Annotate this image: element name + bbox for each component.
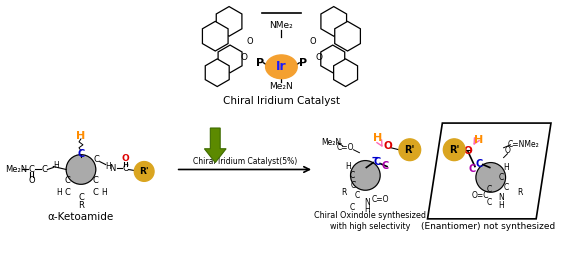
Text: N: N bbox=[109, 164, 116, 173]
Text: O: O bbox=[504, 146, 511, 155]
Text: Chiral Oxindole synthesized
with high selectivity: Chiral Oxindole synthesized with high se… bbox=[314, 211, 426, 231]
Polygon shape bbox=[218, 45, 242, 73]
Text: C: C bbox=[504, 183, 509, 192]
Text: C: C bbox=[373, 157, 381, 167]
Text: O: O bbox=[246, 37, 253, 46]
Text: C: C bbox=[381, 160, 389, 171]
Polygon shape bbox=[321, 6, 347, 36]
Text: C: C bbox=[486, 198, 491, 207]
Text: H: H bbox=[106, 162, 112, 171]
Polygon shape bbox=[216, 6, 242, 36]
Circle shape bbox=[135, 162, 154, 181]
Text: O: O bbox=[310, 37, 316, 46]
Text: C: C bbox=[64, 176, 70, 185]
Text: C: C bbox=[499, 173, 504, 182]
Circle shape bbox=[351, 160, 380, 190]
Text: C: C bbox=[350, 203, 355, 212]
Polygon shape bbox=[428, 123, 551, 219]
Text: O: O bbox=[121, 154, 129, 163]
Text: R: R bbox=[78, 200, 84, 209]
Polygon shape bbox=[321, 45, 345, 73]
Circle shape bbox=[399, 139, 421, 160]
Text: C: C bbox=[351, 181, 356, 190]
Text: O: O bbox=[241, 53, 247, 62]
Polygon shape bbox=[333, 59, 357, 86]
Text: R': R' bbox=[449, 145, 459, 155]
Text: H: H bbox=[101, 188, 107, 197]
Polygon shape bbox=[335, 21, 360, 51]
Text: NMe₂: NMe₂ bbox=[270, 21, 294, 30]
Text: (Enantiomer) not synthesized: (Enantiomer) not synthesized bbox=[421, 222, 555, 231]
FancyArrow shape bbox=[205, 128, 226, 163]
Text: C=NMe₂: C=NMe₂ bbox=[507, 140, 539, 149]
Text: C: C bbox=[64, 188, 70, 197]
Text: C: C bbox=[123, 164, 128, 173]
Text: H: H bbox=[364, 205, 370, 214]
Text: C=O: C=O bbox=[372, 195, 389, 204]
Text: N: N bbox=[364, 198, 370, 207]
Text: O: O bbox=[384, 141, 392, 151]
Text: C: C bbox=[93, 176, 99, 185]
Text: C: C bbox=[42, 165, 47, 174]
Circle shape bbox=[66, 155, 96, 184]
Text: α-Ketoamide: α-Ketoamide bbox=[48, 212, 114, 222]
Text: O: O bbox=[315, 53, 323, 62]
Text: H: H bbox=[345, 162, 352, 171]
Text: Me₂N: Me₂N bbox=[270, 82, 294, 91]
Text: C: C bbox=[350, 171, 355, 180]
Circle shape bbox=[443, 139, 465, 160]
Text: P: P bbox=[255, 58, 264, 68]
Text: H: H bbox=[54, 161, 59, 170]
Text: R': R' bbox=[405, 145, 415, 155]
Text: R: R bbox=[341, 188, 347, 197]
Circle shape bbox=[476, 163, 506, 192]
Text: H: H bbox=[499, 200, 504, 209]
Text: C: C bbox=[78, 149, 84, 159]
Text: C: C bbox=[94, 155, 100, 164]
Text: C: C bbox=[469, 165, 475, 174]
Text: H: H bbox=[76, 131, 86, 141]
Text: C: C bbox=[475, 159, 483, 168]
Polygon shape bbox=[202, 21, 228, 51]
Ellipse shape bbox=[266, 55, 297, 79]
Text: N: N bbox=[499, 193, 504, 202]
Text: C: C bbox=[93, 188, 99, 197]
Text: C=O: C=O bbox=[337, 143, 355, 152]
Text: Me₂N: Me₂N bbox=[5, 165, 27, 174]
Text: C: C bbox=[28, 165, 35, 174]
Text: Me₂N: Me₂N bbox=[321, 138, 341, 147]
Text: R': R' bbox=[139, 167, 149, 176]
Text: H: H bbox=[504, 163, 510, 172]
Text: H: H bbox=[56, 188, 62, 197]
Text: O: O bbox=[28, 176, 35, 185]
Text: H: H bbox=[373, 133, 382, 143]
Polygon shape bbox=[205, 59, 229, 86]
Text: P: P bbox=[299, 58, 307, 68]
Text: C: C bbox=[355, 191, 360, 200]
Text: O=C: O=C bbox=[472, 191, 490, 200]
Text: Chiral Iridium Catalyst: Chiral Iridium Catalyst bbox=[223, 96, 340, 106]
Text: Ir: Ir bbox=[276, 60, 287, 73]
Text: C: C bbox=[486, 185, 491, 194]
Text: Chiral Iridium Catalyst(5%): Chiral Iridium Catalyst(5%) bbox=[193, 157, 297, 166]
Text: O: O bbox=[463, 146, 473, 156]
Text: C: C bbox=[78, 193, 84, 202]
Text: H: H bbox=[474, 135, 483, 145]
Text: R: R bbox=[518, 188, 523, 197]
